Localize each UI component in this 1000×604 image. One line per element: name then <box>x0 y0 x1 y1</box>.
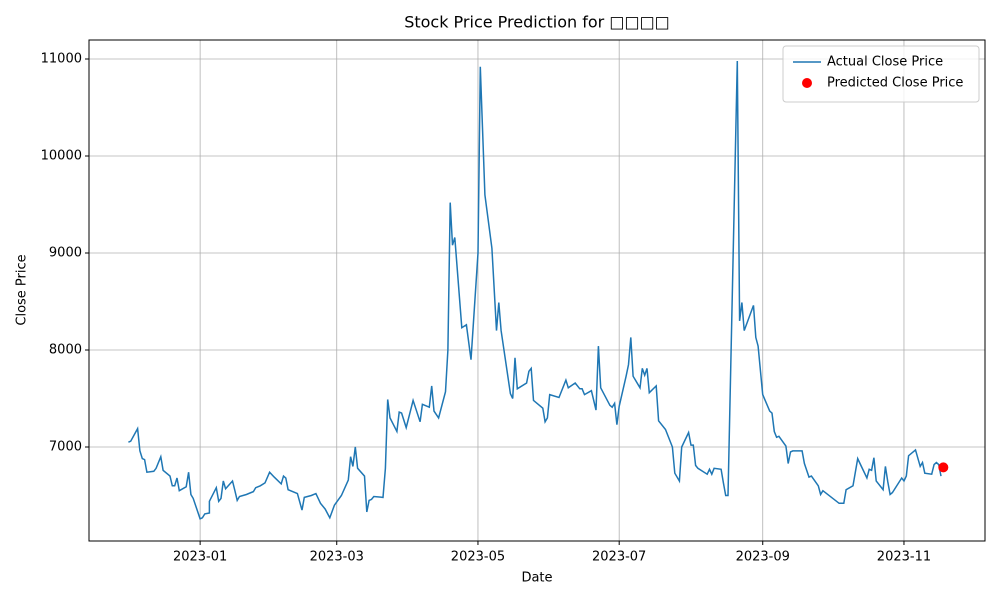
x-tick-label: 2023-01 <box>173 550 227 565</box>
price-line <box>128 60 942 520</box>
y-tick-label: 10000 <box>41 149 82 164</box>
legend-label: Actual Close Price <box>827 55 943 70</box>
legend-label: Predicted Close Price <box>827 76 963 91</box>
legend-marker <box>802 78 812 88</box>
y-tick-label: 11000 <box>41 52 82 67</box>
x-tick-label: 2023-05 <box>451 550 505 565</box>
predicted-point <box>938 462 949 473</box>
y-axis-label: Close Price <box>15 254 30 325</box>
legend-box <box>782 45 980 103</box>
x-tick-label: 2023-07 <box>592 550 646 565</box>
y-tick-label: 8000 <box>49 343 82 358</box>
x-tick-label: 2023-03 <box>310 550 364 565</box>
plot-frame <box>88 39 986 542</box>
y-tick-label: 9000 <box>49 246 82 261</box>
chart-title: Stock Price Prediction for □□□□ <box>404 13 670 32</box>
y-tick-label: 7000 <box>49 440 82 455</box>
x-tick-label: 2023-09 <box>736 550 790 565</box>
x-axis-label: Date <box>521 571 552 586</box>
x-tick-label: 2023-11 <box>877 550 931 565</box>
